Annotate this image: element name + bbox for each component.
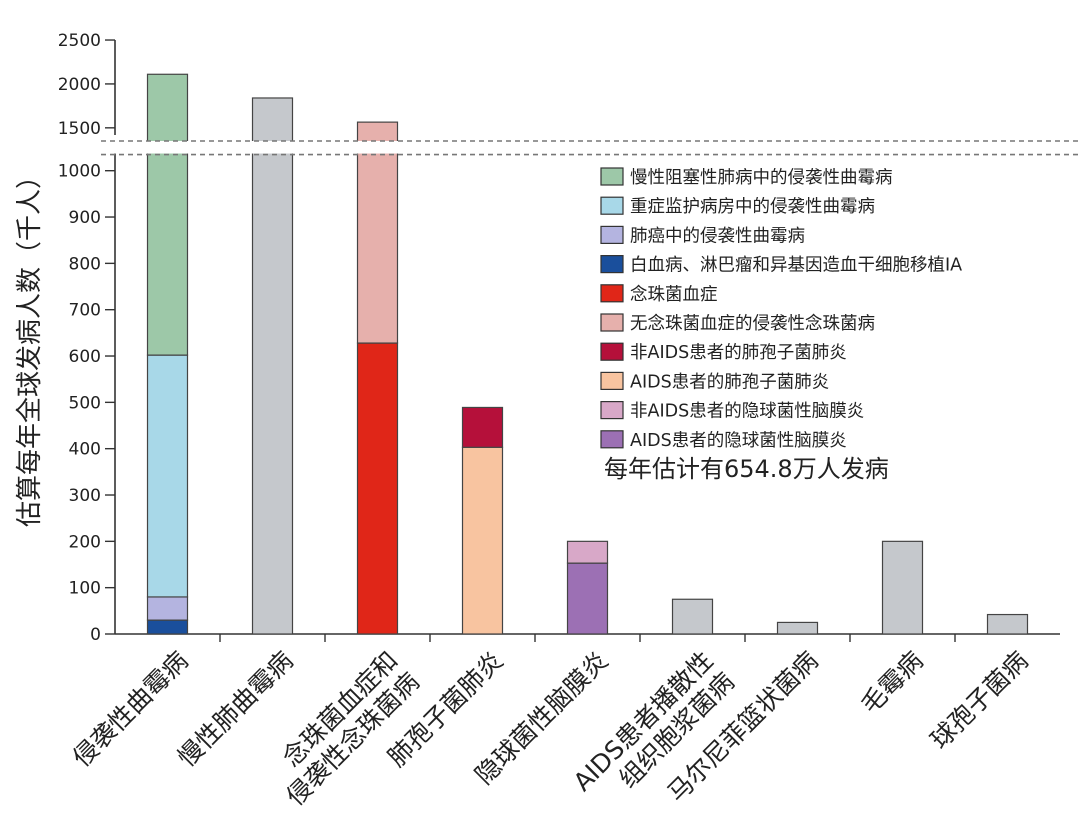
bar-segment xyxy=(146,596,189,621)
legend-label: 肺癌中的侵袭性曲霉病 xyxy=(630,226,805,246)
bar-segment xyxy=(461,446,504,635)
axes-layer: 0 100 200 300 400 500 600 700 800 900 1000 1500 2000… xyxy=(58,31,1060,645)
legend-swatch xyxy=(600,196,624,215)
bar-segment xyxy=(251,97,294,635)
bar-segment xyxy=(986,613,1029,635)
legend-swatch xyxy=(600,255,624,274)
bar-segment xyxy=(356,342,399,635)
legend-swatch xyxy=(600,401,624,420)
bars-layer xyxy=(146,73,1029,635)
legend-swatch xyxy=(600,342,624,361)
y-tick-label: 1500 xyxy=(58,119,101,139)
legend-label: 非AIDS患者的肺孢子菌肺炎 xyxy=(630,343,847,363)
bar-segment xyxy=(146,73,189,356)
y-tick-label: 2500 xyxy=(58,31,101,51)
legend-label: 重症监护病房中的侵袭性曲霉病 xyxy=(630,197,875,217)
y-tick-label: 700 xyxy=(69,301,101,321)
legend-swatch xyxy=(600,284,624,303)
x-tick-label: 球孢子菌病 xyxy=(925,646,1034,755)
y-tick-label: 500 xyxy=(69,393,101,413)
legend-label: AIDS患者的隐球菌性脑膜炎 xyxy=(630,431,847,451)
y-tick-label: 900 xyxy=(69,208,101,228)
legend-label: 非AIDS患者的隐球菌性脑膜炎 xyxy=(630,402,864,422)
bar-segment xyxy=(776,621,819,635)
legend-label: 无念珠菌血症的侵袭性念珠菌病 xyxy=(630,313,875,334)
bar-segment xyxy=(671,598,714,635)
y-tick-label: 300 xyxy=(69,486,101,506)
x-tick-labels: 侵袭性曲霉病慢性肺曲霉病念珠菌血症和侵袭性念珠菌病肺孢子菌肺炎隐球菌性脑膜炎AI… xyxy=(67,646,1034,811)
legend-label: 慢性阻塞性肺病中的侵袭性曲霉病 xyxy=(630,167,893,188)
legend-label: 念珠菌血症 xyxy=(630,284,718,305)
y-tick-label: 400 xyxy=(69,440,101,460)
bar-segment xyxy=(566,562,609,635)
bar-segment xyxy=(881,540,924,635)
bar-segment xyxy=(356,121,399,344)
legend-swatch xyxy=(600,371,624,390)
y-axis-label: 估算每年全球发病人数（千人） xyxy=(15,163,45,527)
total-annotation: 每年估计有654.8万人发病 xyxy=(604,455,889,483)
y-tick-label: 0 xyxy=(90,625,101,645)
x-tick-label-line: 球孢子菌病 xyxy=(925,646,1034,755)
bar-segment xyxy=(146,619,189,635)
legend-swatch xyxy=(600,225,624,244)
y-tick-label: 600 xyxy=(69,347,101,367)
axis-break-gap xyxy=(103,141,1080,154)
bar-segment xyxy=(566,540,609,564)
y-tick-label: 1000 xyxy=(58,162,101,182)
x-tick-label-line: 毛霉病 xyxy=(855,646,929,720)
x-tick-label: 毛霉病 xyxy=(855,646,929,720)
y-tick-label: 2000 xyxy=(58,75,101,95)
legend: 慢性阻塞性肺病中的侵袭性曲霉病重症监护病房中的侵袭性曲霉病肺癌中的侵袭性曲霉病白… xyxy=(600,167,962,451)
legend-label: 白血病、淋巴瘤和异基因造血干细胞移植IA xyxy=(630,256,962,276)
bar-segment xyxy=(461,406,504,448)
legend-label: AIDS患者的肺孢子菌肺炎 xyxy=(630,372,829,392)
legend-swatch xyxy=(600,430,624,449)
y-tick-label: 200 xyxy=(69,532,101,552)
y-tick-label: 800 xyxy=(69,254,101,274)
axis-break xyxy=(101,140,1080,156)
bar-segment xyxy=(146,354,189,598)
y-tick-label: 100 xyxy=(69,579,101,599)
legend-swatch xyxy=(600,167,624,186)
legend-swatch xyxy=(600,313,624,332)
